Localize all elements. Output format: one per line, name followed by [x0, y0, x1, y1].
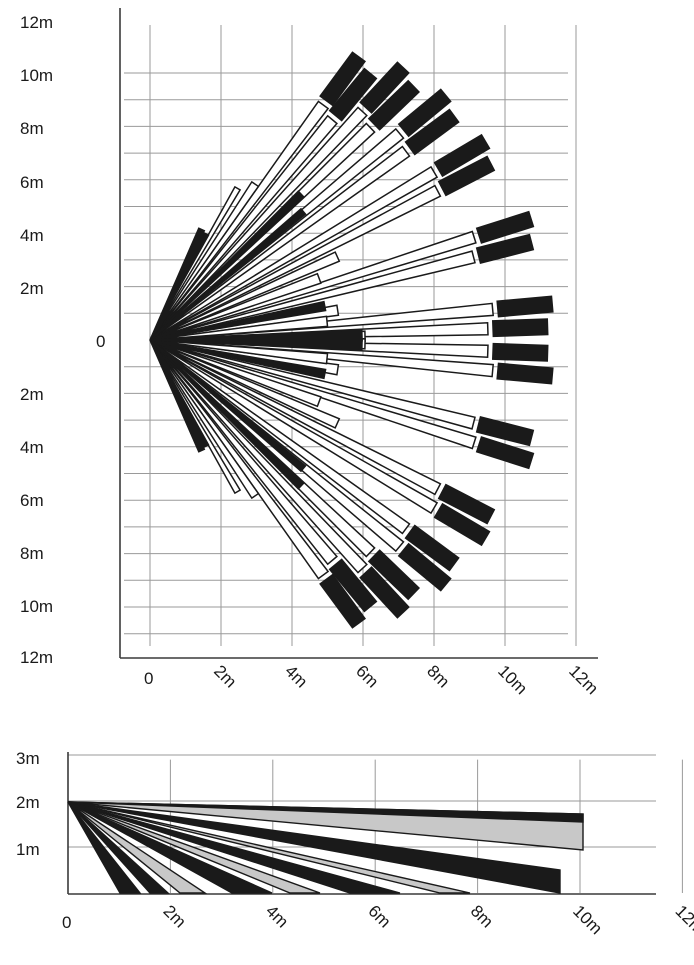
y-tick-label: 2m: [20, 385, 44, 404]
y-tick-label: 8m: [20, 119, 44, 138]
far-zone-block: [328, 558, 378, 613]
y-tick-label: 0: [96, 332, 105, 351]
side-near-zone-dark: [67, 801, 273, 894]
y-tick-label: 12m: [20, 648, 53, 667]
y-tick-label: 12m: [20, 13, 53, 32]
far-zone-block: [496, 362, 554, 385]
side-close-zone-dark: [67, 801, 170, 894]
long-range-zone: [149, 339, 476, 430]
dark-zone: [149, 339, 307, 473]
side-y-tick-label: 3m: [16, 749, 40, 768]
y-tick-label: 10m: [20, 66, 53, 85]
long-range-zone: [149, 114, 338, 341]
near-zone: [149, 339, 210, 449]
long-range-zone: [149, 184, 442, 341]
side-view-axis-labels: 3m 2m 1m 0 2m 4m 6m 8m 10m 12m: [16, 749, 694, 938]
side-x-tick-label: 4m: [262, 901, 292, 931]
near-zone: [149, 180, 260, 341]
far-zone-block: [367, 549, 421, 601]
far-zone-block: [397, 88, 452, 138]
y-tick-label: 2m: [20, 279, 44, 298]
side-y-tick-label: 1m: [16, 840, 40, 859]
near-zone: [149, 231, 210, 341]
far-zone-block: [433, 133, 491, 178]
long-range-zone: [149, 339, 368, 574]
far-zone-block: [437, 483, 496, 525]
top-view-detection-zones: [149, 51, 554, 629]
side-view-detection-zones: [67, 801, 584, 894]
y-tick-label: 6m: [20, 173, 44, 192]
side-x-tick-label: 10m: [569, 901, 606, 938]
dark-zone: [149, 339, 327, 380]
far-zone-block: [359, 61, 410, 114]
dark-zone: [149, 300, 327, 341]
far-zone-block: [496, 295, 554, 318]
side-mid-zone-gray: [67, 801, 471, 894]
side-x-tick-label: 6m: [364, 901, 394, 931]
x-tick-label: 4m: [281, 661, 311, 691]
long-range-zone: [149, 339, 442, 496]
side-close-zone-gray: [67, 801, 208, 894]
far-zone-block: [319, 51, 366, 107]
long-range-zone: [149, 339, 338, 566]
far-zone-block: [397, 542, 452, 592]
near-zone: [149, 339, 260, 500]
mid-range-zone: [149, 315, 329, 341]
far-zone-block: [319, 573, 366, 629]
long-range-zone: [149, 145, 411, 341]
far-zone-block: [475, 210, 535, 244]
far-zone-block: [404, 108, 460, 156]
side-mid-zone-dark: [67, 801, 401, 894]
long-range-zone: [149, 339, 411, 535]
x-tick-label: 6m: [352, 661, 382, 691]
far-zone-block: [475, 415, 535, 447]
mid-range-zone: [149, 339, 322, 408]
y-tick-label: 8m: [20, 544, 44, 563]
dark-zone: [149, 338, 363, 352]
far-zone-block: [491, 318, 549, 338]
mid-range-zone: [149, 251, 341, 341]
x-tick-label: 0: [144, 669, 153, 688]
long-range-zone: [149, 250, 476, 341]
far-zone-block: [475, 436, 535, 470]
mid-range-zone: [149, 339, 341, 429]
side-x-tick-label: 12m: [672, 901, 694, 938]
y-tick-label: 10m: [20, 597, 53, 616]
side-x-tick-label: 2m: [160, 901, 190, 931]
dark-zone: [149, 207, 307, 341]
x-tick-label: 8m: [423, 661, 453, 691]
long-range-zone: [149, 165, 439, 341]
far-zone-block: [359, 566, 410, 619]
mid-range-zone: [149, 339, 329, 365]
mid-range-zone: [149, 272, 322, 341]
y-tick-label: 4m: [20, 226, 44, 245]
y-tick-label: 4m: [20, 438, 44, 457]
long-range-zone: [149, 339, 439, 515]
y-tick-label: 6m: [20, 491, 44, 510]
far-zone-block: [404, 524, 460, 572]
side-under-zone-dark: [67, 801, 142, 894]
far-zone-block: [433, 502, 491, 547]
x-tick-label: 12m: [565, 661, 602, 698]
side-y-tick-label: 2m: [16, 793, 40, 812]
far-zone-block: [475, 233, 535, 265]
x-tick-label: 2m: [210, 661, 240, 691]
side-x-tick-label: 8m: [467, 901, 497, 931]
far-zone-block: [437, 155, 496, 197]
far-zone-block: [491, 342, 549, 362]
side-near-zone-gray: [67, 801, 321, 894]
far-zone-block: [328, 67, 378, 122]
side-long-zone-dark: [67, 801, 584, 823]
side-x-tick-label: 0: [62, 913, 71, 932]
x-tick-label: 10m: [494, 661, 531, 698]
side-mid-far-zone: [67, 801, 561, 894]
dark-zone: [149, 339, 305, 490]
dark-zone: [149, 190, 305, 341]
long-range-zone: [149, 106, 368, 341]
far-zone-block: [367, 79, 421, 131]
